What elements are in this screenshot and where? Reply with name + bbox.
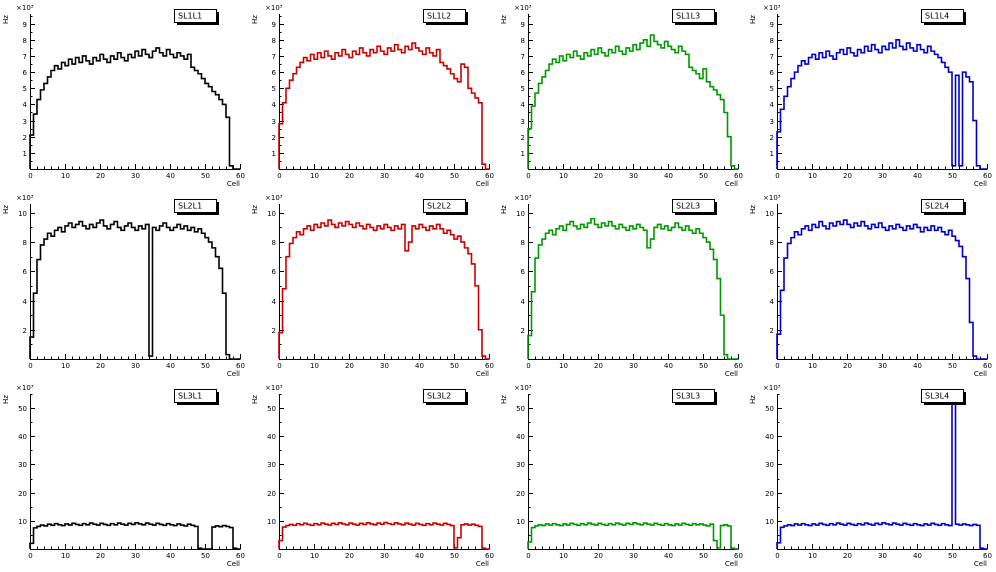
pad-SL1L1: [0, 1, 249, 191]
pad-SL1L4: [747, 1, 996, 191]
pad-SL3L1: [0, 381, 249, 571]
histogram-canvas-SL2L3: [498, 191, 747, 381]
pad-SL2L3: [498, 191, 747, 381]
histogram-canvas-SL3L2: [249, 381, 498, 571]
pad-SL2L2: [249, 191, 498, 381]
histogram-canvas-SL2L4: [747, 191, 996, 381]
histogram-canvas-SL1L3: [498, 1, 747, 191]
pad-SL1L2: [249, 1, 498, 191]
pad-SL3L4: [747, 381, 996, 571]
histogram-canvas-SL3L3: [498, 381, 747, 571]
histogram-canvas-SL1L1: [0, 1, 249, 191]
histogram-canvas-SL1L2: [249, 1, 498, 191]
pad-SL2L1: [0, 191, 249, 381]
pad-SL2L4: [747, 191, 996, 381]
histogram-canvas-SL3L4: [747, 381, 996, 571]
histogram-canvas-SL2L2: [249, 191, 498, 381]
pad-SL3L2: [249, 381, 498, 571]
pad-SL3L3: [498, 381, 747, 571]
histogram-canvas-SL3L1: [0, 381, 249, 571]
pad-SL1L3: [498, 1, 747, 191]
histogram-canvas-SL1L4: [747, 1, 996, 191]
histogram-canvas-SL2L1: [0, 191, 249, 381]
